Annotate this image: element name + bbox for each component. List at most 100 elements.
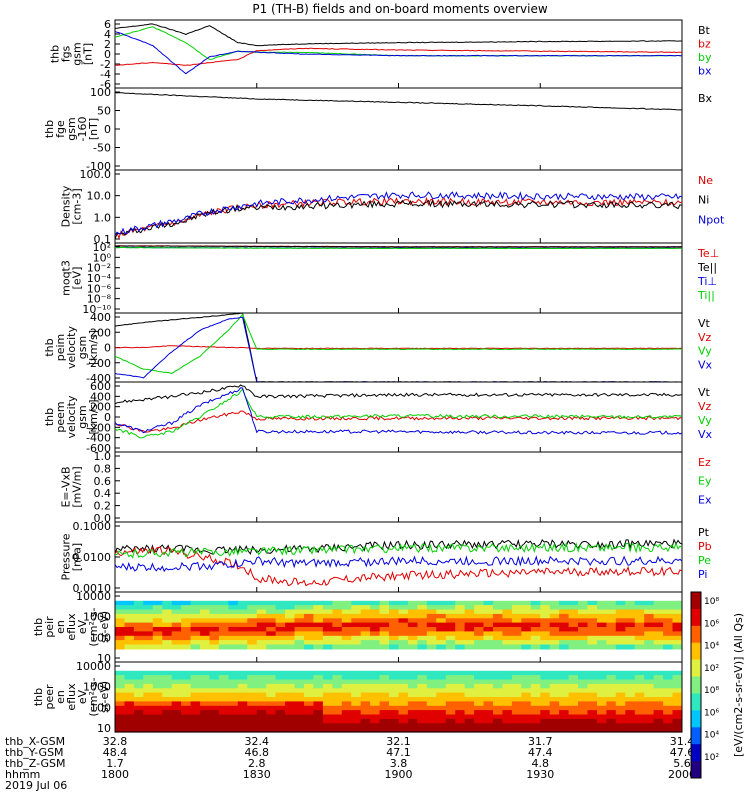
spectrogram-cell <box>247 644 258 650</box>
spectrogram-cell <box>559 627 570 632</box>
spectrogram-cell <box>228 640 239 646</box>
spectrogram-cell <box>322 613 333 619</box>
series-line-Vt <box>114 312 682 383</box>
spectrogram-cell <box>332 609 343 615</box>
spectrogram-cell <box>474 622 485 628</box>
spectrogram-cell <box>559 697 570 702</box>
series-line-Pt <box>114 538 683 555</box>
spectrogram-cell <box>530 714 541 720</box>
spectrogram-cell <box>559 622 570 628</box>
x-row-value: 48.4 <box>103 746 128 759</box>
spectrogram-cell <box>360 600 371 606</box>
spectrogram-cell <box>483 727 494 733</box>
y-axis-label-line: eV <box>76 689 89 704</box>
y-axis-label-line: velocity <box>65 326 78 369</box>
spectrogram-cell <box>653 697 664 702</box>
y-tick-label: 10000 <box>76 660 111 673</box>
spectrogram-cell <box>502 618 513 624</box>
spectrogram-cell <box>322 605 333 611</box>
spectrogram-cell <box>190 701 201 707</box>
series-line-Vx <box>114 387 683 435</box>
y-axis-label-line: [mV/m] <box>71 466 84 507</box>
spectrogram-cell <box>360 688 371 694</box>
spectrogram-cell <box>615 718 626 724</box>
spectrogram-cell <box>407 644 418 650</box>
spectrogram-cell <box>332 640 343 646</box>
spectrogram-cell <box>587 701 598 707</box>
spectrogram-cell <box>474 683 485 689</box>
spectrogram-cell <box>559 723 570 729</box>
spectrogram-cell <box>370 600 381 606</box>
spectrogram-cell <box>615 631 626 637</box>
spectrogram-cell <box>502 688 513 694</box>
spectrogram-cell <box>634 714 645 720</box>
spectrogram-cell <box>521 613 532 619</box>
spectrogram-cell <box>341 609 352 615</box>
spectrogram-cell <box>266 714 277 720</box>
spectrogram-cell <box>587 640 598 646</box>
spectrogram-cell <box>578 640 588 646</box>
spectrogram-cell <box>228 605 239 611</box>
spectrogram-cell <box>417 609 428 615</box>
spectrogram-cell <box>370 644 381 650</box>
spectrogram-cell <box>502 723 513 729</box>
spectrogram-cell <box>143 683 154 689</box>
spectrogram-cell <box>483 701 494 707</box>
spectrogram-cell <box>143 618 154 624</box>
panel-frame <box>114 242 683 314</box>
spectrogram-cell <box>209 688 220 694</box>
spectrogram-cell <box>351 705 362 711</box>
spectrogram-cell <box>218 697 229 702</box>
spectrogram-cell <box>540 688 551 694</box>
legend-by: by <box>698 51 712 64</box>
spectrogram-cell <box>474 692 485 698</box>
spectrogram-cell <box>304 688 314 694</box>
spectrogram-cell <box>341 618 352 624</box>
spectrogram-cell <box>124 613 135 619</box>
x-row-label-0: thb_X-GSM <box>5 735 65 748</box>
spectrogram-cell <box>162 718 173 724</box>
spectrogram-cell <box>389 714 399 720</box>
spectrogram-cell <box>606 622 617 628</box>
spectrogram-cell <box>398 723 409 729</box>
spectrogram-cell <box>275 627 286 632</box>
y-tick-label: 10.0 <box>87 190 112 203</box>
spectrogram-cell <box>275 605 286 611</box>
spectrogram-cell <box>549 727 560 733</box>
spectrogram-cell <box>370 670 381 676</box>
spectrogram-cell <box>285 670 296 676</box>
colorbar: 10⁸10⁶10⁴10²10⁸10⁶10⁴10²[eV/(cm2-s-sr-eV… <box>690 591 745 779</box>
spectrogram-cell <box>360 631 371 637</box>
spectrogram-cell <box>549 710 560 716</box>
spectrogram-cell <box>663 675 674 681</box>
spectrogram-cell <box>530 622 541 628</box>
y-axis-label-line: eV <box>76 619 89 634</box>
spectrogram-cell <box>663 714 674 720</box>
spectrogram-cell <box>625 688 636 694</box>
y-axis-label: thbpeerenefluxeV(cm²-s-sr-eV) <box>32 677 111 716</box>
x-row-value: 32.4 <box>245 735 270 748</box>
spectrogram-cell <box>143 688 154 694</box>
y-axis-label-line: thb <box>49 45 62 63</box>
spectrogram-cell <box>455 675 466 681</box>
spectrogram-cell <box>407 670 418 676</box>
spectrogram-cell <box>502 710 513 716</box>
spectrogram-cell <box>322 714 333 720</box>
spectrogram-cell <box>606 718 617 724</box>
spectrogram-cell <box>209 701 220 707</box>
colorbar-segment <box>691 625 701 644</box>
spectrogram-cell <box>625 701 636 707</box>
spectrogram-cell <box>483 613 494 619</box>
spectrogram-cell <box>625 718 636 724</box>
spectrogram-cell <box>256 640 267 646</box>
spectrogram-cell <box>332 631 343 637</box>
spectrogram-cell <box>511 622 522 628</box>
spectrogram-cell <box>587 631 598 637</box>
spectrogram-cell <box>379 723 390 729</box>
spectrogram-cell <box>389 683 399 689</box>
panel-frame <box>114 87 683 171</box>
y-tick-label: -100 <box>86 160 111 173</box>
spectrogram-cell <box>313 627 324 632</box>
panel-peem: 6004002000-200-400-600thbpeemvelocitygsm… <box>43 380 713 455</box>
